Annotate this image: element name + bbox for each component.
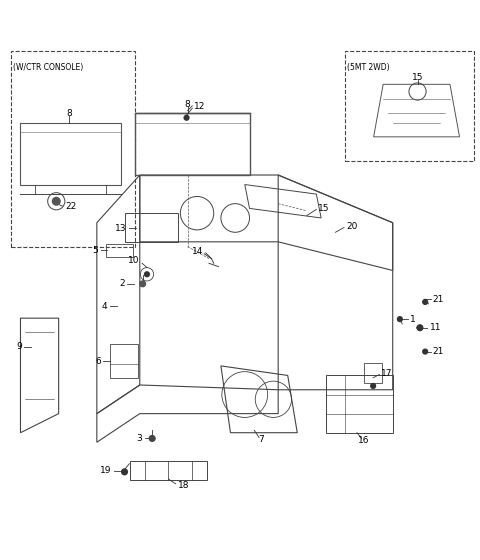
Circle shape: [140, 281, 145, 287]
Bar: [345, 51, 474, 161]
Circle shape: [52, 198, 60, 205]
Text: 2: 2: [119, 279, 124, 288]
Circle shape: [423, 349, 428, 354]
Text: 8: 8: [66, 109, 72, 118]
Text: 15: 15: [412, 73, 423, 82]
Circle shape: [397, 317, 402, 321]
Circle shape: [371, 384, 375, 388]
Text: 1: 1: [410, 315, 416, 324]
Text: 19: 19: [100, 466, 112, 475]
Text: 17: 17: [381, 368, 393, 377]
Text: 10: 10: [128, 256, 140, 265]
Bar: [364, 362, 382, 382]
Text: 16: 16: [358, 436, 369, 445]
Text: 21: 21: [433, 347, 444, 356]
Bar: [107, 244, 132, 257]
Text: 18: 18: [178, 480, 189, 489]
Circle shape: [149, 436, 155, 441]
Text: 7: 7: [258, 435, 264, 445]
Text: 11: 11: [430, 323, 441, 332]
Text: (W/CTR CONSOLE): (W/CTR CONSOLE): [13, 63, 84, 72]
Text: 9: 9: [16, 342, 22, 351]
Bar: [11, 51, 135, 246]
Circle shape: [144, 272, 149, 277]
Circle shape: [417, 325, 423, 330]
Text: 8: 8: [185, 100, 191, 109]
Text: 13: 13: [115, 224, 126, 233]
Circle shape: [184, 115, 189, 120]
Text: 3: 3: [136, 434, 142, 443]
Text: 6: 6: [95, 357, 101, 366]
Text: 20: 20: [346, 222, 357, 231]
Circle shape: [121, 469, 127, 475]
Text: 5: 5: [93, 246, 98, 255]
Text: 21: 21: [433, 295, 444, 304]
Bar: [110, 344, 138, 378]
Text: 14: 14: [192, 247, 204, 256]
Text: 12: 12: [194, 102, 205, 111]
Circle shape: [423, 300, 428, 304]
Text: 22: 22: [65, 203, 76, 212]
Text: 15: 15: [318, 204, 330, 213]
Text: (5MT 2WD): (5MT 2WD): [348, 63, 390, 72]
Text: 4: 4: [102, 302, 108, 311]
